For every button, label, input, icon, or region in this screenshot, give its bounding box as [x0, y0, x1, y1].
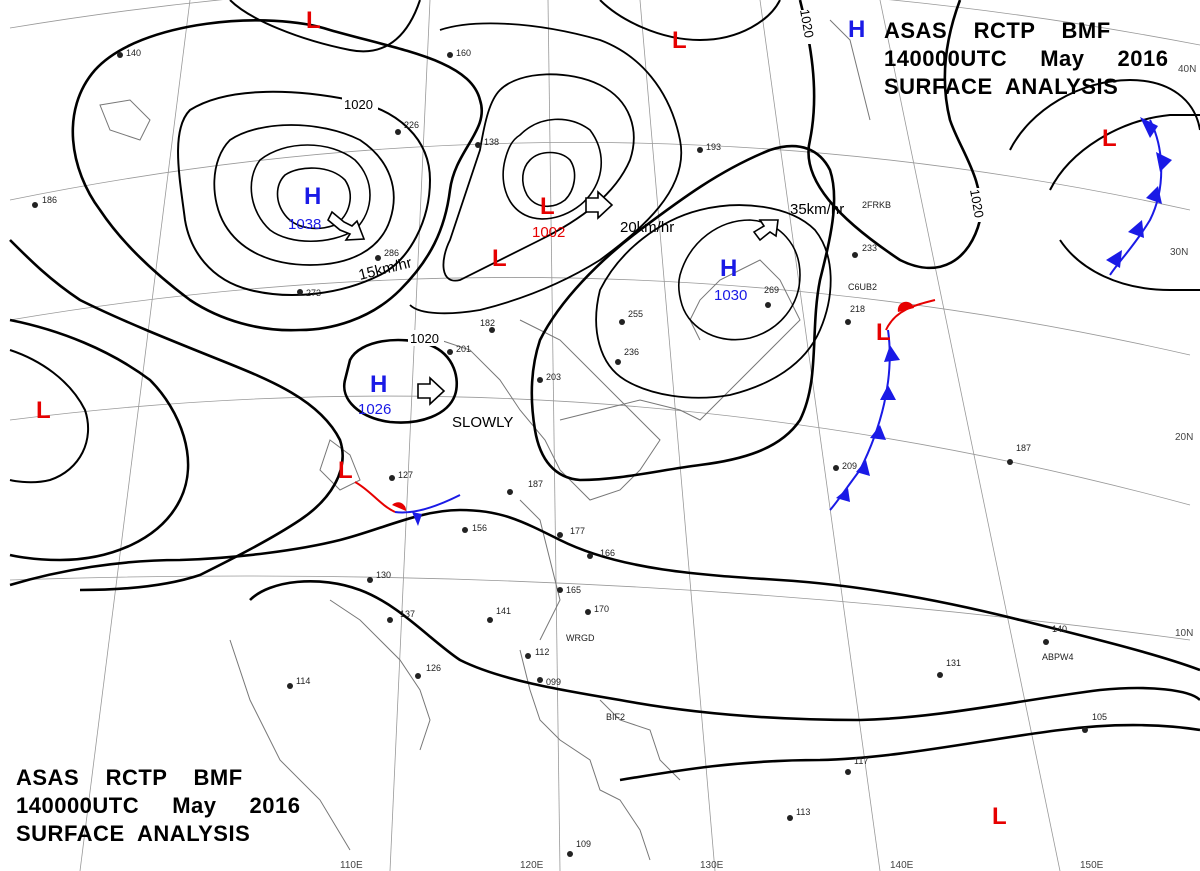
station-value: 130: [376, 570, 391, 580]
longitude-label: 130E: [700, 860, 724, 871]
station-id: BIF2: [606, 712, 625, 722]
station-value: 209: [842, 461, 857, 471]
station-value: 160: [456, 48, 471, 58]
low-center-marker: L: [306, 7, 321, 34]
header-line-2: 140000UTC May 2016: [884, 46, 1169, 71]
high-center-marker: H: [304, 183, 321, 210]
station-id: 2FRKB: [862, 200, 891, 210]
movement-label: 20km/hr: [620, 219, 674, 236]
station-value: 137: [400, 609, 415, 619]
low-center-marker: L: [36, 397, 51, 424]
movement-label: 35km/hr: [790, 201, 844, 218]
station-value: 165: [566, 585, 581, 595]
station-value: 286: [384, 248, 399, 258]
arrow-icon: [752, 219, 779, 242]
arrow-icon: [585, 190, 614, 220]
station-value: 126: [426, 663, 441, 673]
fronts: [354, 117, 1172, 526]
station-value: 140: [126, 48, 141, 58]
high-center-value: 1038: [288, 216, 321, 233]
station-value: 141: [496, 606, 511, 616]
high-center-marker: H: [720, 255, 737, 282]
low-center-marker: L: [876, 319, 891, 346]
chart-header-bottom: ASAS RCTP BMF 140000UTC May 2016 SURFACE…: [16, 764, 301, 848]
longitude-label: 140E: [890, 860, 914, 871]
station-value: 187: [528, 479, 543, 489]
station-value: 127: [398, 470, 413, 480]
header-line-1: ASAS RCTP BMF: [16, 765, 243, 790]
station-plots: 140 160 138 193 233 286 273 182 201 203 …: [32, 48, 1107, 857]
longitude-label: 120E: [520, 860, 544, 871]
chart-header-top: ASAS RCTP BMF 140000UTC May 2016 SURFACE…: [884, 17, 1169, 101]
station-value: 105: [1092, 712, 1107, 722]
station-id: ABPW4: [1042, 652, 1074, 662]
isobar-labels: 1020 1020 1020 1020: [342, 8, 987, 346]
latitude-labels: 40N 30N 20N 10N: [1170, 64, 1196, 639]
arrow-icon: [417, 376, 446, 406]
longitude-labels: 110E 120E 130E 140E 150E: [340, 860, 1104, 871]
arrow-icon: [327, 210, 366, 241]
movement-arrows: [327, 190, 779, 406]
station-value: 113: [796, 807, 810, 817]
station-value: 131: [946, 658, 961, 668]
station-value: 182: [480, 318, 495, 328]
high-center-marker: H: [848, 16, 865, 43]
high-center-value: 1030: [714, 287, 747, 304]
high-center-marker: H: [370, 371, 387, 398]
movement-label: SLOWLY: [452, 414, 513, 431]
low-center-marker: L: [540, 193, 555, 220]
isobar-label: 1020: [410, 331, 439, 346]
station-value: 166: [600, 548, 615, 558]
station-value: 269: [764, 285, 779, 295]
low-center-marker: L: [992, 803, 1007, 830]
low-center-marker: L: [492, 245, 507, 272]
isobar-label: 1020: [797, 8, 817, 39]
low-center-value: 1002: [532, 224, 565, 241]
header-line-2: 140000UTC May 2016: [16, 793, 301, 818]
station-value: 255: [628, 309, 643, 319]
graticule: [9, 0, 1200, 871]
longitude-label: 150E: [1080, 860, 1104, 871]
station-value: 170: [594, 604, 609, 614]
header-line-3: SURFACE ANALYSIS: [16, 821, 251, 846]
low-center-marker: L: [1102, 125, 1117, 152]
isobars: [9, 0, 1200, 782]
latitude-label: 40N: [1178, 64, 1196, 75]
station-value: 203: [546, 372, 561, 382]
station-value: 187: [1016, 443, 1031, 453]
station-value: 109: [576, 839, 591, 849]
station-value: 177: [570, 526, 585, 536]
station-value: 114: [296, 676, 310, 686]
station-id: C6UB2: [848, 282, 877, 292]
pressure-centers: H 1038 H 1026 H 1030 H L 1002 L L L L L …: [36, 7, 1117, 830]
station-value: 193: [706, 142, 721, 152]
station-value: 140: [1052, 624, 1067, 634]
station-value: 186: [42, 195, 57, 205]
coastlines: [99, 19, 871, 861]
high-center-value: 1026: [358, 401, 391, 418]
header-line-1: ASAS RCTP BMF: [884, 18, 1111, 43]
station-value: 273: [306, 288, 321, 298]
latitude-label: 10N: [1175, 628, 1193, 639]
isobar-label: 1020: [344, 97, 373, 112]
station-value: 226: [404, 120, 419, 130]
longitude-label: 110E: [340, 860, 363, 871]
station-value: 138: [484, 137, 499, 147]
station-id: WRGD: [566, 633, 595, 643]
low-center-marker: L: [672, 27, 687, 54]
latitude-label: 30N: [1170, 247, 1188, 258]
station-value: 117: [854, 756, 868, 766]
station-value: 099: [546, 677, 561, 687]
station-value: 218: [850, 304, 865, 314]
header-line-3: SURFACE ANALYSIS: [884, 74, 1119, 99]
isobar-label: 1020: [967, 188, 987, 219]
station-value: 236: [624, 347, 639, 357]
station-value: 201: [456, 344, 471, 354]
station-value: 233: [862, 243, 877, 253]
low-center-marker: L: [338, 457, 353, 484]
station-value: 156: [472, 523, 487, 533]
station-value: 112: [535, 647, 549, 657]
latitude-label: 20N: [1175, 432, 1193, 443]
